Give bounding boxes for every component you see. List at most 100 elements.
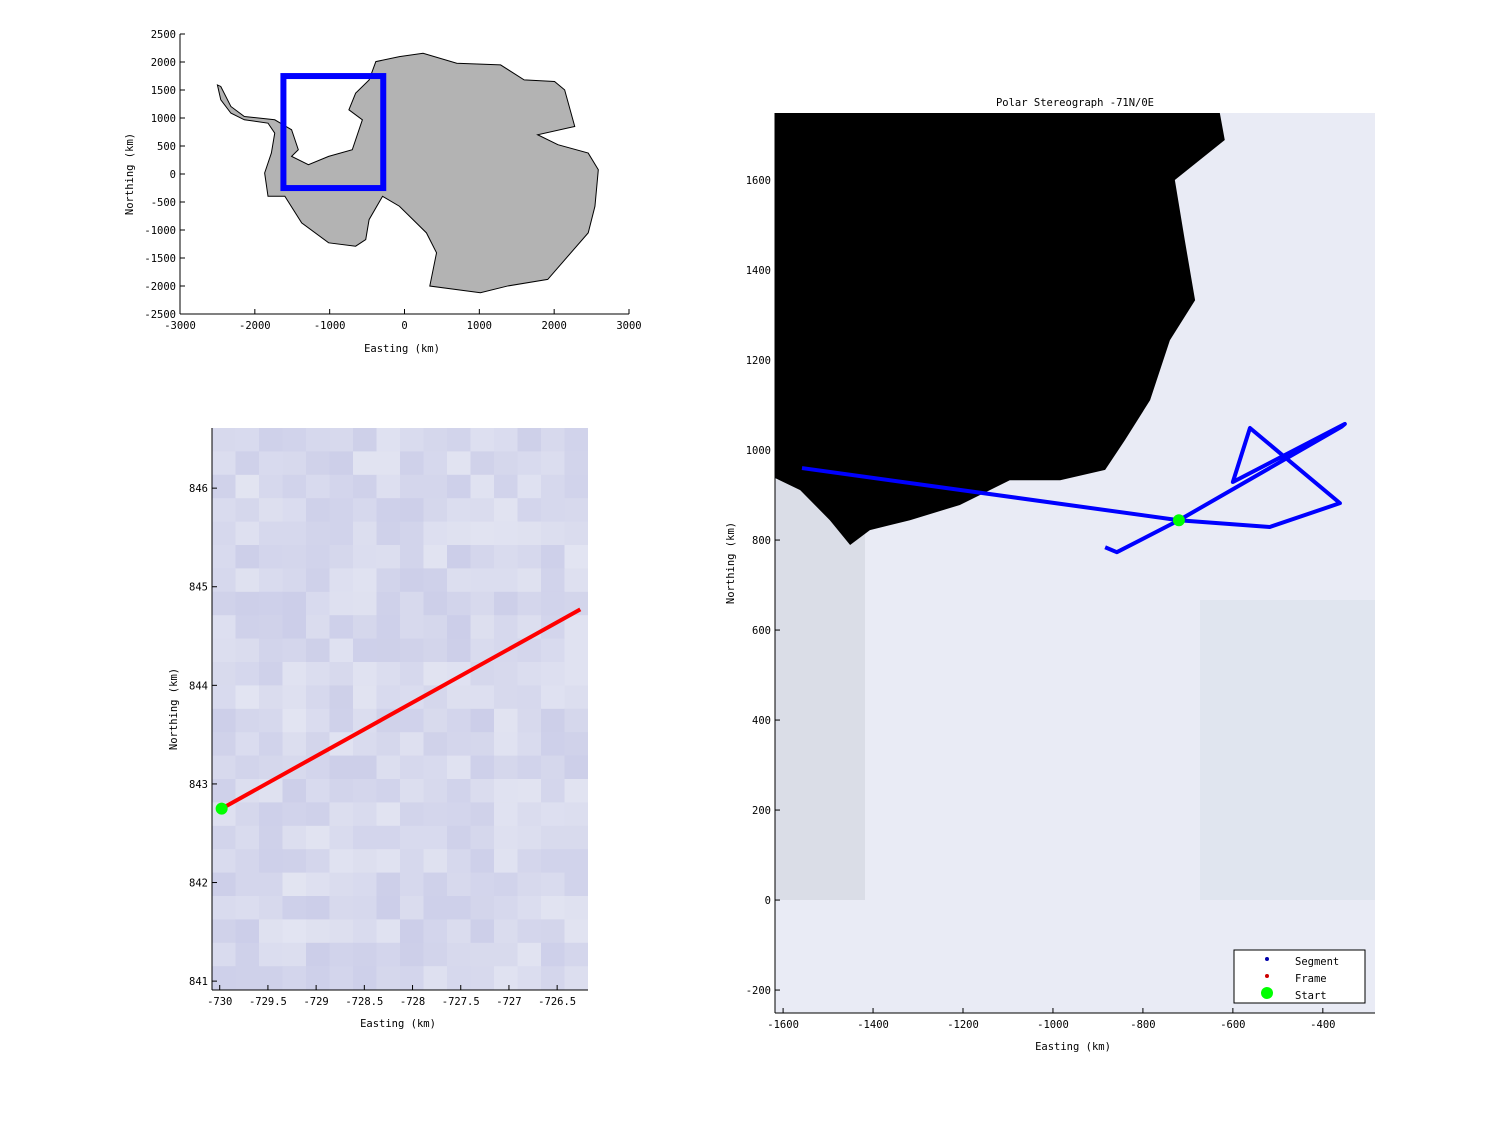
image-pixel xyxy=(259,755,283,780)
image-pixel xyxy=(400,708,424,733)
image-pixel xyxy=(447,872,471,897)
image-pixel xyxy=(470,732,495,757)
x-tick-label: -2000 xyxy=(239,320,271,332)
image-pixel xyxy=(423,615,448,640)
y-tick-label: 1000 xyxy=(151,113,176,125)
image-pixel xyxy=(423,849,448,874)
legend-marker-start xyxy=(1261,987,1273,999)
image-pixel xyxy=(329,802,354,827)
image-pixel xyxy=(517,685,542,710)
image-pixel xyxy=(329,825,354,850)
image-pixel xyxy=(259,498,283,523)
x-tick-label: 0 xyxy=(401,320,407,332)
image-pixel xyxy=(376,474,401,499)
image-pixel xyxy=(282,591,307,616)
image-pixel xyxy=(447,638,471,663)
image-pixel xyxy=(564,779,588,803)
y-tick-label: 1600 xyxy=(746,175,771,187)
image-pixel xyxy=(517,802,542,827)
plot-area xyxy=(775,113,1375,1013)
y-tick-label: 0 xyxy=(170,169,176,181)
image-pixel xyxy=(212,545,236,569)
image-pixel xyxy=(282,966,307,990)
ice-shelf-shading xyxy=(1200,600,1375,900)
image-pixel xyxy=(494,545,518,569)
image-pixel xyxy=(212,872,236,897)
image-pixel xyxy=(329,591,354,616)
region-highlight-box xyxy=(280,73,387,192)
image-pixel xyxy=(212,615,236,640)
image-pixel xyxy=(353,428,377,452)
image-pixel xyxy=(494,779,518,803)
x-tick-label: -728 xyxy=(400,996,425,1008)
y-tick-label: 600 xyxy=(752,625,771,637)
image-pixel xyxy=(212,591,236,616)
frame-line xyxy=(220,607,582,811)
y-tick-label: 842 xyxy=(189,878,208,890)
image-pixel xyxy=(353,779,377,803)
image-pixel xyxy=(353,802,377,827)
y-tick-label: 843 xyxy=(189,779,208,791)
image-pixel xyxy=(470,919,495,944)
image-pixel xyxy=(564,662,588,686)
image-pixel xyxy=(282,545,307,569)
image-pixel xyxy=(470,849,495,874)
image-pixel xyxy=(212,638,236,663)
x-tick-label: -1400 xyxy=(857,1019,889,1031)
image-pixel xyxy=(564,545,588,569)
image-pixel xyxy=(447,755,471,780)
image-pixel xyxy=(400,568,424,593)
image-pixel xyxy=(447,521,471,546)
image-pixel xyxy=(541,568,565,593)
image-pixel xyxy=(306,591,330,616)
image-pixel xyxy=(376,919,401,944)
image-pixel xyxy=(306,685,330,710)
x-tick-label: 2000 xyxy=(542,320,567,332)
image-pixel xyxy=(470,896,495,920)
image-pixel xyxy=(470,638,495,663)
image-pixel xyxy=(376,545,401,569)
image-pixel xyxy=(306,802,330,827)
image-pixel xyxy=(282,615,307,640)
image-pixel xyxy=(235,802,260,827)
image-pixel xyxy=(470,685,495,710)
image-pixel xyxy=(517,779,542,803)
image-pixel xyxy=(517,474,542,499)
image-pixel xyxy=(400,732,424,757)
image-pixel xyxy=(494,896,518,920)
image-pixel xyxy=(447,474,471,499)
x-tick-label: -600 xyxy=(1220,1019,1245,1031)
image-pixel xyxy=(235,849,260,874)
image-pixel xyxy=(306,896,330,920)
image-pixel xyxy=(564,568,588,593)
y-tick-label: 1200 xyxy=(746,355,771,367)
image-pixel xyxy=(282,662,307,686)
image-pixel xyxy=(212,919,236,944)
x-tick-label: -728.5 xyxy=(345,996,383,1008)
image-pixel xyxy=(235,474,260,499)
image-pixel xyxy=(400,662,424,686)
image-pixel xyxy=(470,474,495,499)
image-pixel xyxy=(564,966,588,990)
image-pixel xyxy=(447,545,471,569)
image-pixel xyxy=(564,638,588,663)
image-pixel xyxy=(470,872,495,897)
image-pixel xyxy=(376,451,401,476)
x-tick-label: -727.5 xyxy=(442,996,480,1008)
y-tick-label: -1500 xyxy=(144,253,176,265)
image-pixel xyxy=(329,568,354,593)
image-pixel xyxy=(376,849,401,874)
image-pixel xyxy=(470,498,495,523)
image-pixel xyxy=(494,591,518,616)
image-pixel xyxy=(470,708,495,733)
image-pixel xyxy=(541,521,565,546)
image-pixel xyxy=(235,591,260,616)
x-tick-label: -1000 xyxy=(1037,1019,1069,1031)
image-pixel xyxy=(329,942,354,967)
image-pixel xyxy=(306,755,330,780)
y-tick-label: 844 xyxy=(189,680,208,692)
image-pixel xyxy=(564,872,588,897)
image-pixel xyxy=(517,428,542,452)
y-tick-label: -2000 xyxy=(144,281,176,293)
image-pixel xyxy=(400,896,424,920)
